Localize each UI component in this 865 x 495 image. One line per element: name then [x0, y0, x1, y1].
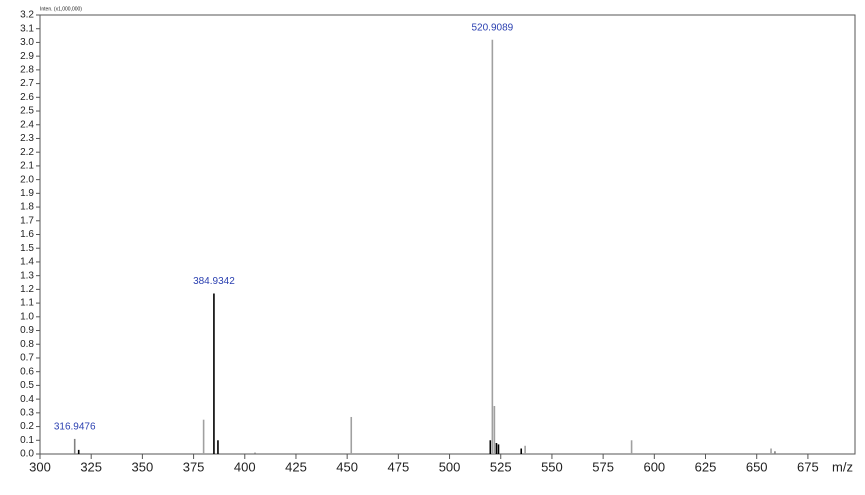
- y-tick-label: 0.7: [20, 353, 34, 364]
- y-tick-label: 1.4: [20, 257, 34, 268]
- y-tick-label: 2.4: [20, 119, 34, 130]
- y-tick-label: 2.0: [20, 174, 34, 185]
- y-tick-label: 0.2: [20, 421, 34, 432]
- y-tick-label: 0.4: [20, 394, 34, 405]
- y-tick-label: 1.7: [20, 215, 34, 226]
- x-axis-label: m/z: [832, 459, 853, 474]
- x-tick-label: 450: [336, 459, 358, 474]
- x-tick-label: 575: [592, 459, 614, 474]
- y-tick-label: 3.0: [20, 37, 34, 48]
- y-tick-label: 2.7: [20, 78, 34, 89]
- x-tick-label: 400: [234, 459, 256, 474]
- peak-label: 520.9089: [472, 22, 514, 33]
- x-tick-label: 675: [797, 459, 819, 474]
- x-tick-label: 550: [541, 459, 563, 474]
- y-tick-label: 0.5: [20, 380, 34, 391]
- plot-frame: [39, 14, 856, 455]
- y-tick-label: 1.0: [20, 311, 34, 322]
- peak-label: 316.9476: [54, 422, 96, 433]
- x-tick-label: 425: [285, 459, 307, 474]
- y-tick-label: 2.3: [20, 133, 34, 144]
- y-tick-label: 0.6: [20, 366, 34, 377]
- y-tick-label: 0.0: [20, 449, 34, 460]
- y-tick-label: 2.6: [20, 92, 34, 103]
- x-tick-label: 600: [643, 459, 665, 474]
- y-tick-label: 0.9: [20, 325, 34, 336]
- x-tick-label: 500: [439, 459, 461, 474]
- y-tick-label: 3.2: [20, 10, 34, 21]
- y-tick-label: 2.1: [20, 161, 34, 172]
- y-tick-label: 1.6: [20, 229, 34, 240]
- x-tick-label: 375: [183, 459, 205, 474]
- y-tick-label: 1.9: [20, 188, 34, 199]
- y-tick-label: 1.8: [20, 202, 34, 213]
- y-axis-label: Inten. (x1,000,000): [40, 6, 82, 12]
- y-tick-label: 1.5: [20, 243, 34, 254]
- x-tick-label: 650: [746, 459, 768, 474]
- y-tick-label: 2.2: [20, 147, 34, 158]
- y-tick-label: 3.1: [20, 23, 34, 34]
- y-tick-label: 2.8: [20, 65, 34, 76]
- y-tick-label: 1.3: [20, 270, 34, 281]
- x-tick-label: 625: [695, 459, 717, 474]
- y-tick-label: 1.1: [20, 298, 34, 309]
- y-tick-label: 2.5: [20, 106, 34, 117]
- x-tick-label: 475: [388, 459, 410, 474]
- x-tick-label: 300: [29, 459, 51, 474]
- x-tick-label: 525: [490, 459, 512, 474]
- x-tick-label: 350: [132, 459, 154, 474]
- y-tick-label: 2.9: [20, 51, 34, 62]
- x-tick-label: 325: [80, 459, 102, 474]
- y-tick-label: 0.3: [20, 407, 34, 418]
- y-tick-label: 0.1: [20, 435, 34, 446]
- peak-label: 384.9342: [193, 276, 235, 287]
- y-tick-label: 1.2: [20, 284, 34, 295]
- y-tick-label: 0.8: [20, 339, 34, 350]
